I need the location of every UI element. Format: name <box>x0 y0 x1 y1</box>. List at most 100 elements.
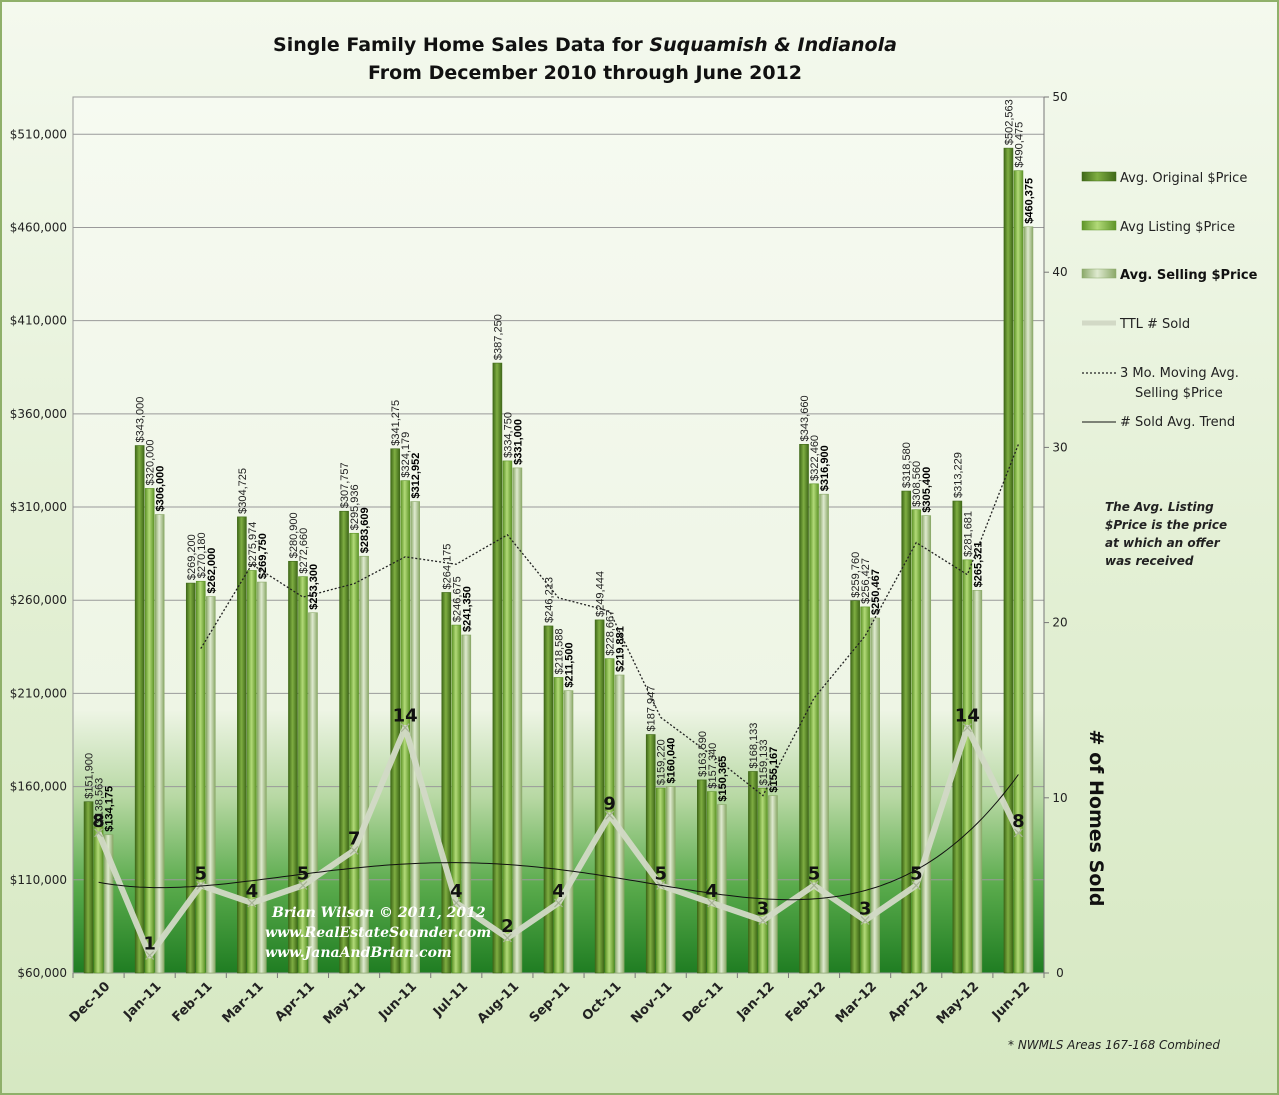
homes-sold-count-label: 5 <box>297 863 310 884</box>
homes-sold-count-label: 4 <box>246 881 259 902</box>
homes-sold-marker <box>809 880 819 890</box>
bar-original-price <box>799 444 809 974</box>
x-tick-label: Jun-12 <box>989 979 1033 1023</box>
bar-listing-price <box>247 570 257 974</box>
x-tick-label: Mar-11 <box>220 979 267 1026</box>
homes-sold-count-label: 5 <box>808 863 821 884</box>
homes-sold-marker <box>554 898 563 908</box>
bar-original-price <box>748 771 758 974</box>
label-selling-price: $312,952 <box>410 453 422 499</box>
label-listing-price: $322,460 <box>809 435 821 481</box>
label-selling-price: $269,750 <box>257 533 269 579</box>
bar-original-price <box>237 516 247 974</box>
homes-sold-marker <box>196 880 206 890</box>
label-listing-price: $490,475 <box>1013 122 1025 168</box>
lines <box>94 443 1023 960</box>
label-original-price: $341,275 <box>390 400 402 446</box>
label-listing-price: $275,974 <box>247 522 259 568</box>
homes-sold-marker <box>707 898 717 908</box>
bar-original-price <box>594 619 605 974</box>
homes-sold-count-label: 14 <box>393 706 418 727</box>
y2-axis-title: # of Homes Sold <box>1085 730 1107 907</box>
bar-original-price <box>901 490 912 974</box>
label-selling-price: $134,175 <box>104 786 116 832</box>
label-original-price: $387,250 <box>492 314 504 360</box>
label-selling-price: $160,040 <box>666 738 678 784</box>
label-listing-price: $281,681 <box>962 511 974 557</box>
y-tick-label: $210,000 <box>10 686 67 700</box>
homes-sold-count-label: 9 <box>603 793 616 814</box>
label-listing-price: $138,563 <box>94 778 106 824</box>
label-original-price: $343,000 <box>135 397 147 443</box>
bar-listing-price <box>349 532 359 974</box>
bar-original-price <box>952 500 963 974</box>
homes-sold-marker <box>605 810 615 820</box>
y-tick-label: $510,000 <box>10 127 67 141</box>
bar-listing-price <box>553 677 564 974</box>
legend: Avg. Original $Price Avg Listing $Price … <box>1081 171 1258 430</box>
legend-label-orig: Avg. Original $Price <box>1120 171 1247 186</box>
bar-selling-price <box>819 493 829 974</box>
label-selling-price: $241,350 <box>461 586 473 632</box>
label-selling-price: $265,321 <box>972 541 984 587</box>
x-tick-label: Jul-11 <box>430 979 471 1020</box>
bar-selling-price <box>665 786 676 974</box>
legend-swatch-list <box>1081 220 1117 231</box>
label-listing-price: $334,750 <box>502 412 514 458</box>
x-tick-label: Feb-12 <box>783 979 829 1025</box>
label-original-price: $259,760 <box>850 552 862 598</box>
label-listing-price: $324,179 <box>400 432 412 478</box>
label-original-price: $304,725 <box>237 468 249 514</box>
bar-listing-price <box>298 576 308 974</box>
x-tick-label: Jun-11 <box>376 979 420 1023</box>
bar-selling-price <box>921 515 932 974</box>
x-tick-label: Sep-11 <box>527 979 574 1026</box>
title-italic: Suquamish & Indianola <box>649 34 897 56</box>
y2-tick-label: 20 <box>1052 616 1067 630</box>
x-tick-label: Jan-11 <box>120 979 164 1023</box>
label-original-price: $163,590 <box>697 731 709 777</box>
gridlines <box>73 133 1044 881</box>
homes-sold-marker <box>145 951 155 960</box>
bar-listing-price <box>502 460 513 974</box>
homes-sold-count-label: 4 <box>450 881 463 902</box>
bar-original-price <box>339 510 349 974</box>
bar-selling-price <box>154 514 165 974</box>
y2-tick-label: 10 <box>1052 791 1067 805</box>
homes-sold-count-label: 7 <box>348 828 361 849</box>
bar-original-price <box>850 600 860 974</box>
label-original-price: $343,660 <box>799 395 811 441</box>
label-listing-price: $256,427 <box>860 558 872 604</box>
homes-sold-count-label: 14 <box>955 706 980 727</box>
label-original-price: $502,563 <box>1003 99 1015 145</box>
bar-selling-price <box>308 612 318 974</box>
bar-listing-price <box>1013 170 1024 974</box>
bar-selling-price <box>103 834 114 974</box>
homes-sold-count-label: 8 <box>1012 811 1025 832</box>
homes-sold-count-label: 3 <box>757 898 770 919</box>
label-listing-price: $228,667 <box>605 610 617 656</box>
label-selling-price: $250,467 <box>870 569 882 615</box>
bar-selling-price <box>972 590 983 974</box>
homes-sold-marker <box>758 916 768 925</box>
label-original-price: $313,229 <box>952 452 964 498</box>
x-tick-label: Jan-12 <box>734 979 778 1023</box>
homes-sold-count-label: 4 <box>552 881 565 902</box>
bar-selling-price <box>359 555 369 974</box>
y-tick-label: $160,000 <box>10 780 67 794</box>
legend-label-mavg-1: 3 Mo. Moving Avg. <box>1120 366 1239 381</box>
homes-sold-marker <box>911 880 921 890</box>
watermark-line1: Brian Wilson © 2011, 2012 <box>271 905 486 921</box>
bar-selling-price <box>768 795 778 974</box>
y-tick-label: $360,000 <box>10 407 67 421</box>
legend-label-sold: TTL # Sold <box>1119 317 1190 332</box>
x-tick-label: Dec-11 <box>680 979 727 1026</box>
bar-selling-price <box>205 596 216 974</box>
label-listing-price: $246,675 <box>451 576 463 622</box>
y-tick-label: $260,000 <box>10 593 67 607</box>
x-tick-label: Nov-11 <box>628 979 675 1026</box>
x-tick-label: May-12 <box>934 979 982 1027</box>
label-original-price: $307,757 <box>339 462 351 508</box>
label-selling-price: $331,000 <box>512 419 524 465</box>
